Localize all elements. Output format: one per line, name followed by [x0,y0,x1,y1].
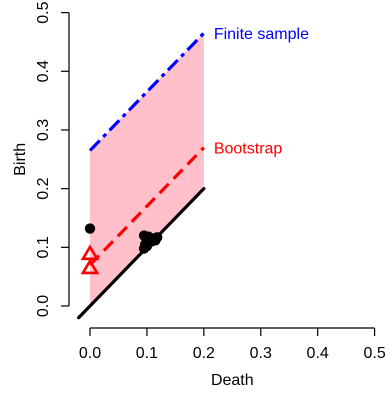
x-tick-label: 0.3 [250,345,272,362]
axes-layer: 0.0 0.1 0.2 0.3 0.4 0.5 0.0 0.1 0.2 0.3 0.4 0.5 [35,1,386,362]
points-layer [80,223,163,275]
y-tick-label: 0.2 [35,177,52,199]
data-point [141,240,153,252]
series-lines-layer [77,32,206,320]
data-point [150,235,161,246]
y-axis-title: Birth [12,143,29,176]
y-tick-label: 0.4 [35,60,52,82]
diagonal-line [77,187,206,320]
bootstrap-point [80,258,100,275]
x-axis-title: Death [211,372,254,389]
data-point [84,223,96,234]
y-tick-label: 0.5 [35,1,52,23]
confidence-band-layer [90,33,204,306]
bootstrap-label: Bootstrap [214,141,283,158]
confidence-band [90,33,204,306]
y-tick-label: 0.1 [35,236,52,258]
finite-sample-label: Finite sample [214,26,309,43]
y-tick-label: 0.3 [35,119,52,141]
bootstrap-line [88,146,205,267]
x-tick-label: 0.2 [193,345,215,362]
x-tick-label: 0.5 [363,345,385,362]
y-tick-label: 0.0 [35,295,52,317]
x-tick-label: 0.1 [136,345,158,362]
x-tick-label: 0.4 [307,345,329,362]
labels-layer: Finite sample Bootstrap Death Birth [12,26,309,389]
x-tick-label: 0.0 [79,345,101,362]
